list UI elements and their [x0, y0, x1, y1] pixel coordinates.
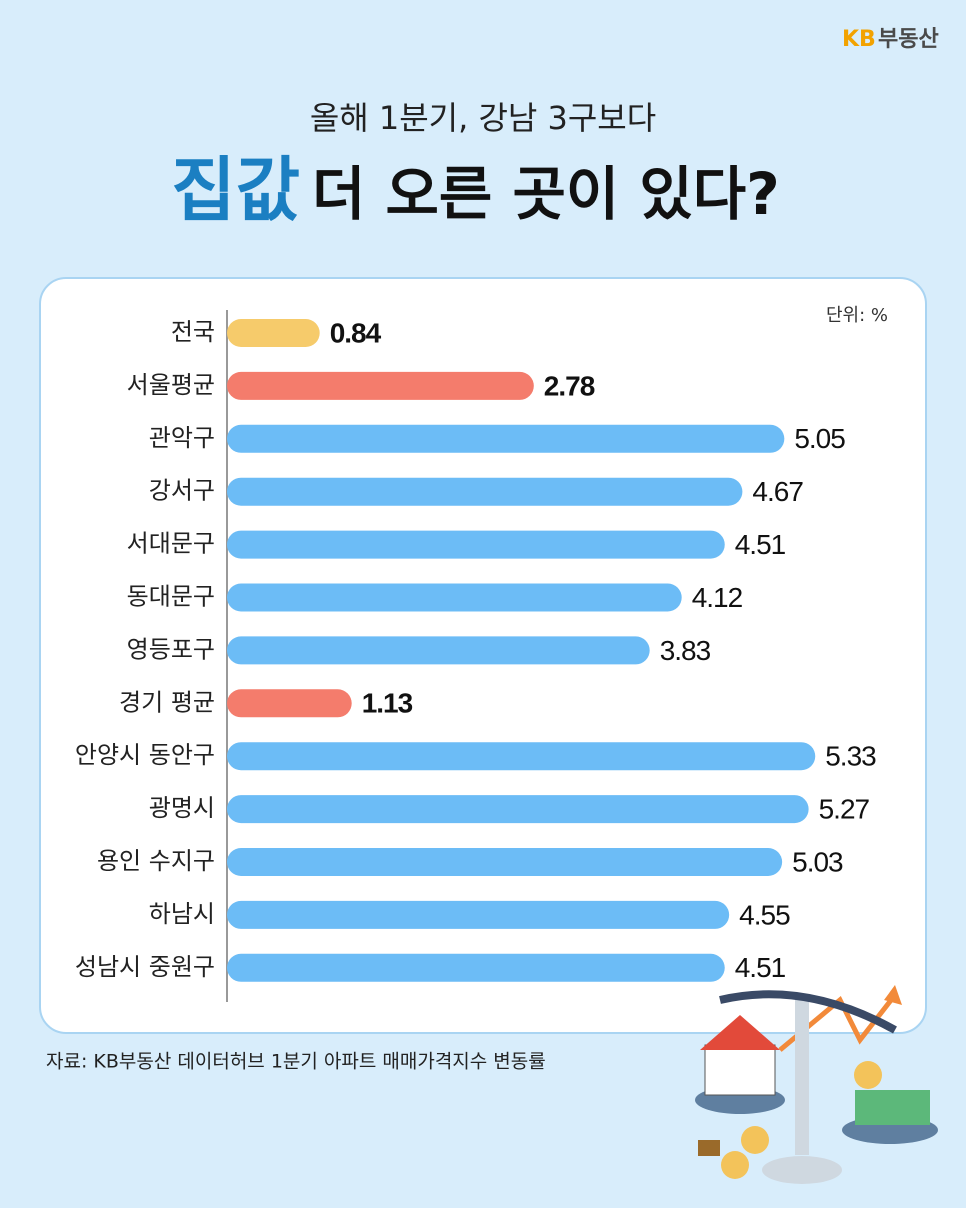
bar: [227, 636, 650, 665]
y-tick-label: 동대문구: [127, 583, 215, 611]
y-tick-label: 하남시: [149, 900, 215, 928]
y-tick-label: 강서구: [149, 477, 215, 505]
value-label: 4.51: [735, 529, 786, 560]
y-tick-label: 경기 평균: [119, 688, 215, 716]
bar: [227, 953, 725, 982]
y-tick-label: 성남시 중원구: [75, 953, 215, 981]
subtitle: 올해 1분기, 강남 3구보다: [310, 99, 656, 137]
bar: [227, 371, 534, 400]
y-tick-label: 용인 수지구: [97, 847, 215, 875]
bar: [227, 319, 320, 347]
unit-label: 단위: %: [826, 305, 888, 326]
bar: [227, 689, 352, 718]
y-tick-label: 관악구: [149, 424, 215, 452]
illustration: [695, 985, 938, 1184]
title: 더 오른 곳이 있다?: [312, 160, 780, 228]
value-label: 4.12: [692, 582, 743, 613]
value-label: 5.05: [794, 423, 845, 454]
bar: [227, 424, 785, 453]
y-tick-label: 안양시 동안구: [75, 741, 215, 769]
value-label: 4.51: [735, 952, 786, 983]
value-label: 4.55: [739, 899, 790, 930]
brand-name: 부동산: [878, 27, 939, 52]
bar: [227, 742, 816, 771]
y-tick-label: 광명시: [149, 794, 215, 822]
source: 자료: KB부동산 데이터허브 1분기 아파트 매매가격지수 변동률: [46, 1051, 546, 1073]
value-label: 5.27: [819, 793, 870, 824]
value-label: 1.13: [362, 688, 413, 719]
bar: [227, 795, 809, 824]
bar: [227, 477, 743, 506]
value-label: 2.78: [544, 370, 595, 401]
bar: [227, 583, 682, 612]
value-label: 4.67: [752, 476, 803, 507]
bar: [227, 530, 725, 559]
brand-mark: KB: [842, 27, 876, 52]
bar: [227, 900, 730, 929]
value-label: 3.83: [660, 635, 711, 666]
bar: [227, 848, 783, 876]
value-label: 5.33: [825, 741, 876, 772]
y-tick-label: 영등포구: [127, 635, 215, 663]
y-tick-label: 전국: [171, 318, 215, 346]
y-tick-label: 서대문구: [127, 530, 215, 558]
y-tick-label: 서울평균: [127, 371, 215, 399]
value-label: 0.84: [330, 317, 382, 348]
title-highlight: 집값: [171, 149, 300, 231]
value-label: 5.03: [792, 846, 843, 877]
